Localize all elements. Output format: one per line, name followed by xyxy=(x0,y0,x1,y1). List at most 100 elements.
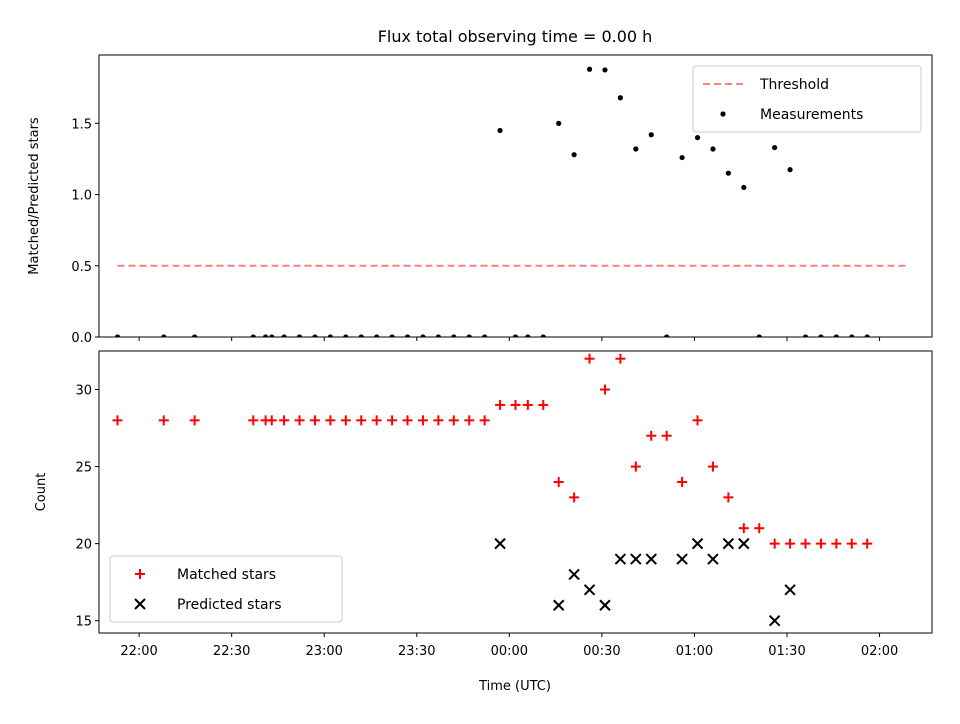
matched-stars-point xyxy=(387,415,398,426)
matched-stars-point xyxy=(189,415,200,426)
bottom-panel: Count 15 20 25 30 22:00 22:30 23:00 23:30 00:00 00… xyxy=(34,350,933,659)
measurements-point xyxy=(571,152,577,158)
matched-stars-point xyxy=(112,415,123,426)
matched-stars-point xyxy=(800,538,811,549)
matched-stars-point xyxy=(723,492,734,503)
legend-label-measurements: Measurements xyxy=(760,107,863,123)
measurements-point xyxy=(617,95,623,101)
matched-stars-point xyxy=(294,415,305,426)
legend-label-predicted-stars: Predicted stars xyxy=(177,597,282,613)
predicted-stars-point xyxy=(630,553,642,565)
predicted-stars-point xyxy=(568,568,580,581)
top-y-tick-label: 1.5 xyxy=(71,117,92,132)
predicted-stars-point xyxy=(676,553,688,565)
predicted-stars-point xyxy=(722,537,735,550)
matched-stars-point xyxy=(309,415,320,426)
matched-stars-point xyxy=(479,415,490,426)
matched-stars-point xyxy=(569,492,580,503)
top-legend: Threshold Measurements xyxy=(692,65,922,133)
legend-label-matched-stars: Matched stars xyxy=(177,567,276,583)
predicted-stars-point xyxy=(707,553,719,565)
matched-stars-point xyxy=(325,415,336,426)
bottom-y-axis-label: Count xyxy=(34,473,49,512)
measurements-point xyxy=(556,120,562,126)
matched-stars-point xyxy=(522,399,533,410)
matched-stars-point xyxy=(433,415,444,426)
measurements-point xyxy=(358,334,364,337)
matched-stars-point xyxy=(584,353,595,364)
measurements-point xyxy=(864,334,870,337)
measurements-point xyxy=(374,334,380,337)
matched-stars-point xyxy=(538,399,549,410)
measurements-point xyxy=(679,154,685,161)
top-y-axis-label: Matched/Predicted stars xyxy=(27,117,42,275)
x-tick-label: 01:30 xyxy=(768,644,805,659)
measurements-point xyxy=(281,334,287,337)
matched-stars-point xyxy=(599,384,610,395)
matched-stars-point xyxy=(448,415,459,426)
matched-stars-point xyxy=(630,461,641,472)
measurements-point xyxy=(263,334,269,337)
measurements-point xyxy=(312,334,318,337)
measurements-point xyxy=(296,334,303,337)
legend-item-threshold: Threshold xyxy=(703,77,829,93)
x-tick-label: 01:00 xyxy=(676,644,713,659)
predicted-stars-point xyxy=(768,614,781,627)
predicted-stars-point xyxy=(738,537,750,550)
matched-stars-point xyxy=(158,415,169,426)
predicted-stars-point xyxy=(645,553,657,565)
x-tick-label: 23:00 xyxy=(305,644,342,659)
measurements-point xyxy=(802,334,809,337)
measurements-point xyxy=(404,334,411,337)
x-tick-label: 00:00 xyxy=(491,644,528,659)
matched-stars-point xyxy=(754,523,765,534)
x-axis-label: Time (UTC) xyxy=(478,679,551,694)
bottom-y-tick-label: 20 xyxy=(75,538,92,553)
measurements-point xyxy=(648,132,654,138)
matched-stars-point xyxy=(661,430,672,441)
measurements-point xyxy=(725,170,731,176)
matched-stars-point xyxy=(692,415,703,426)
x-tick-label: 02:00 xyxy=(861,644,898,659)
legend-item-measurements: Measurements xyxy=(720,107,863,123)
predicted-stars-point xyxy=(552,599,565,611)
measurements-point xyxy=(540,334,546,337)
measurements-point xyxy=(327,334,333,337)
measurements-point xyxy=(451,334,457,337)
top-y-tick-label: 0.0 xyxy=(71,331,92,346)
predicted-stars-point xyxy=(494,537,506,550)
matched-stars-point xyxy=(402,415,413,426)
matched-stars-point xyxy=(553,476,564,487)
measurements-point xyxy=(512,334,519,337)
measurements-point xyxy=(250,334,256,337)
legend-label-threshold: Threshold xyxy=(759,77,829,93)
matched-stars-point xyxy=(266,415,277,426)
chart-title: Flux total observing time = 0.00 h xyxy=(378,27,653,46)
top-y-tick-label: 0.5 xyxy=(71,260,92,275)
bottom-axes-frame xyxy=(98,350,933,634)
matched-stars-point xyxy=(738,523,749,534)
matched-stars-point xyxy=(495,399,506,410)
measurements-point xyxy=(602,67,608,73)
predicted-stars-point xyxy=(784,584,796,596)
matched-stars-point xyxy=(846,538,857,549)
predicted-stars-point xyxy=(599,599,611,611)
matched-stars-point xyxy=(615,353,626,364)
measurements-point xyxy=(694,135,701,141)
measurements-point xyxy=(466,334,472,337)
measurements-point xyxy=(818,334,824,337)
measurements-point xyxy=(482,334,488,337)
measurements-point xyxy=(664,334,670,337)
measurements-point xyxy=(420,334,426,337)
matched-stars-point xyxy=(815,538,826,549)
matched-stars-point xyxy=(510,399,521,410)
measurements-point xyxy=(435,334,441,337)
measurements-point xyxy=(269,334,275,337)
matched-stars-point xyxy=(464,415,475,426)
legend-item-predicted-stars: Predicted stars xyxy=(134,597,282,613)
predicted-stars-point xyxy=(691,537,704,550)
measurements-point xyxy=(756,334,762,337)
x-tick-label: 00:30 xyxy=(583,644,620,659)
bottom-legend: Matched stars Predicted stars xyxy=(109,555,343,623)
top-axes-frame xyxy=(98,54,933,338)
